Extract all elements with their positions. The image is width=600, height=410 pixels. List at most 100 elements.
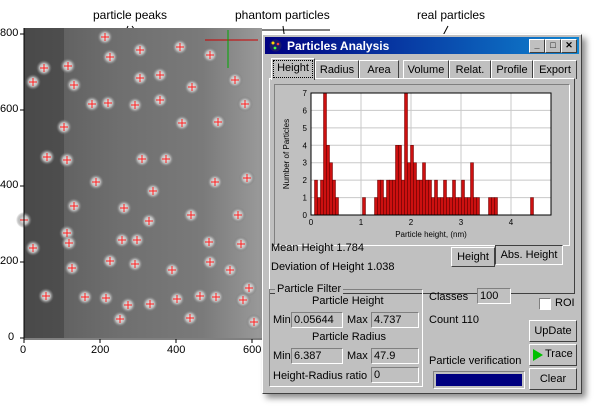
tab-height[interactable]: Height [271, 58, 315, 80]
y-tick-label: 6 [303, 106, 308, 115]
height-histogram: 0 1 2 3 4 5 6 7 0 1 2 3 4 Particle height, (nm) Number… [274, 84, 570, 246]
particle-peak-marker [243, 174, 251, 182]
minimize-button[interactable]: _ [529, 39, 545, 53]
particle-peak-marker [231, 76, 239, 84]
particle-peak-marker [168, 266, 176, 274]
maximize-button[interactable]: □ [545, 39, 561, 53]
y-tick-label: 400 [0, 179, 19, 191]
histogram-bar [443, 179, 447, 216]
height-max-field[interactable]: 4.737 [371, 312, 419, 328]
particle-radius-label: Particle Radius [312, 331, 386, 343]
particle-peak-marker [102, 294, 110, 302]
particle-filter-title: Particle Filter [275, 283, 344, 295]
histogram-bar [383, 197, 387, 216]
particle-peak-marker [205, 238, 213, 246]
histogram-bar [317, 197, 321, 216]
histogram-bar [488, 197, 492, 216]
progress-segment [487, 374, 497, 386]
y-tick-label: 5 [303, 124, 308, 133]
particle-peak-marker [136, 46, 144, 54]
particle-peak-marker [176, 43, 184, 51]
histogram-bar [404, 92, 408, 216]
update-button[interactable]: UpDate [529, 320, 577, 342]
count-text: Count 110 [429, 314, 479, 326]
particle-peak-marker [156, 96, 164, 104]
radius-min-label: Min [273, 350, 291, 362]
tab-volume[interactable]: Volume [403, 60, 449, 79]
particle-peak-marker [70, 81, 78, 89]
histogram-bar [425, 179, 429, 216]
particle-peak-marker [245, 284, 253, 292]
particle-peak-marker [149, 187, 157, 195]
title-bar[interactable]: Particles Analysis _ □ ✕ [265, 37, 579, 54]
clear-button[interactable]: Clear [529, 368, 577, 390]
classes-field[interactable]: 100 [477, 288, 511, 304]
particle-peak-marker [106, 257, 114, 265]
histogram-bar [389, 179, 393, 216]
histogram-bar [437, 197, 441, 216]
particle-peak-marker [63, 229, 71, 237]
height-radius-ratio-field[interactable]: 0 [371, 367, 419, 383]
particle-peak-marker [40, 64, 48, 72]
annotation-real-particles: real particles [417, 8, 486, 22]
particle-peak-marker [88, 100, 96, 108]
particle-peak-marker [211, 178, 219, 186]
y-tick-label: 0 [303, 211, 308, 220]
height-button[interactable]: Height [451, 247, 495, 267]
radius-min-field[interactable]: 6.387 [291, 348, 343, 364]
histogram-bar [401, 179, 405, 216]
histogram-bar [413, 162, 417, 216]
particle-filter-group [269, 289, 423, 387]
x-tick-label: 600 [243, 344, 262, 356]
histogram-bar [314, 179, 318, 216]
tab-profile[interactable]: Profile [491, 60, 533, 79]
trace-button[interactable]: Trace [529, 344, 577, 366]
particle-peak-marker [120, 204, 128, 212]
tab-relat[interactable]: Relat. [449, 60, 491, 79]
histogram-bar [458, 197, 462, 216]
radius-max-field[interactable]: 47.9 [371, 348, 419, 364]
histogram-bar [377, 179, 381, 216]
roi-label: ROI [555, 297, 575, 309]
histogram-bar [320, 179, 324, 216]
afm-image-plot: 800 600 400 200 0 0 200 400 600 [0, 0, 275, 360]
particle-peak-marker [131, 101, 139, 109]
histogram-bar [470, 162, 474, 216]
particle-peak-marker [206, 258, 214, 266]
particle-peak-marker [188, 83, 196, 91]
particle-peak-marker [116, 315, 124, 323]
histogram-bar [461, 179, 465, 216]
close-button[interactable]: ✕ [561, 39, 577, 53]
particle-peak-marker [206, 51, 214, 59]
particle-peak-marker [131, 260, 139, 268]
tab-radius[interactable]: Radius [315, 60, 359, 79]
histogram-bar [476, 197, 480, 216]
progress-segment [496, 374, 506, 386]
tab-area[interactable]: Area [359, 60, 399, 79]
annotation-phantom-particles: phantom particles [235, 8, 330, 22]
y-tick-label: 7 [303, 89, 308, 98]
y-tick-label: 3 [303, 159, 308, 168]
histogram-bar [494, 197, 498, 216]
histogram-bar [431, 197, 435, 216]
annotation-particle-peaks: particle peaks [93, 8, 168, 22]
particle-peak-marker [42, 292, 50, 300]
particle-peak-marker [81, 293, 89, 301]
tab-export[interactable]: Export [533, 60, 577, 79]
mean-height: Mean Height 1.784 [271, 242, 364, 254]
x-tick-label: 200 [91, 344, 110, 356]
particle-peak-marker [64, 62, 72, 70]
height-min-field[interactable]: 0.05644 [291, 312, 343, 328]
particle-peak-marker [214, 118, 222, 126]
x-tick-label: 1 [359, 218, 364, 227]
progress-segment [461, 374, 471, 386]
progress-segment [470, 374, 480, 386]
histogram-bar [440, 197, 444, 216]
histogram-bar [446, 197, 450, 216]
progress-segment [436, 374, 445, 386]
roi-checkbox[interactable] [539, 298, 551, 310]
x-tick-label: 0 [309, 218, 314, 227]
plot-frame [310, 92, 552, 216]
abs-height-button[interactable]: Abs. Height [495, 245, 563, 265]
